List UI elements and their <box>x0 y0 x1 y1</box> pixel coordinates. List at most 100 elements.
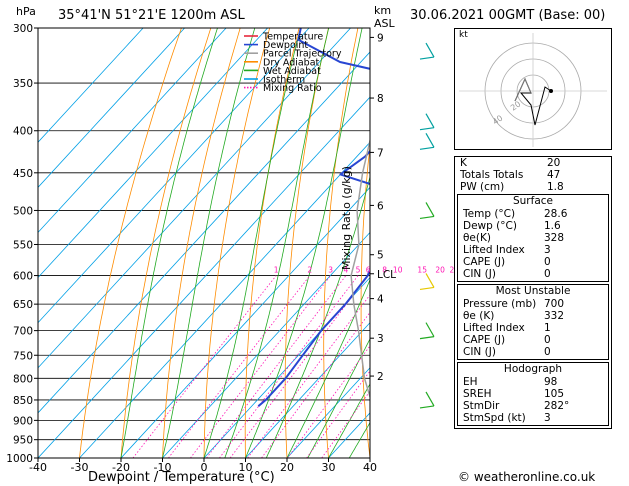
dry-adiabat-line <box>397 28 417 458</box>
isotherm-line <box>38 51 370 414</box>
hpa-label: hPa <box>16 5 36 18</box>
legend-entry: Mixing Ratio <box>263 83 322 94</box>
wet-adiabat-line <box>307 338 370 458</box>
pressure-tick-label: 850 <box>13 395 33 407</box>
most-unstable-section: Most Unstable Pressure (mb) 700 θe (K) 332… <box>457 284 609 360</box>
dry-adiabat-line <box>623 28 629 458</box>
hodograph-panel: 20 40 kt <box>454 28 612 150</box>
wind-barb <box>425 273 435 288</box>
pressure-tick-label: 450 <box>13 168 33 180</box>
wet-adiabat-line <box>162 28 256 458</box>
mixing-ratio-label: 10 <box>393 266 403 275</box>
pressure-tick-label: 600 <box>13 271 33 283</box>
pressure-tick-label: 950 <box>13 435 33 447</box>
isotherm-line <box>38 28 268 279</box>
height-tick-label: LCL <box>377 269 396 281</box>
dry-adiabat-line <box>360 142 370 458</box>
isotherm-line <box>79 141 370 458</box>
mixing-ratio-label: 2 <box>307 266 312 275</box>
hodograph-table-title: Hodograph <box>503 363 563 375</box>
mixing-ratio-line <box>287 345 370 458</box>
legend-entry: Dry Adiabat <box>263 57 320 68</box>
height-tick-label: 3 <box>377 333 384 345</box>
mixing-ratio-line <box>321 390 370 458</box>
wet-adiabat-line <box>120 28 218 458</box>
wet-adiabat-line <box>203 28 301 458</box>
isotherm-line <box>38 28 227 234</box>
temperature-tick-label: 30 <box>322 461 336 474</box>
hodograph-ring-40: 40 <box>491 113 505 126</box>
mixing-ratio-line <box>206 275 347 458</box>
isotherm-line <box>38 96 370 458</box>
isotherm-line <box>203 276 370 458</box>
legend-entry: Isotherm <box>263 75 305 86</box>
mixing-ratio-label: 1 <box>274 266 279 275</box>
isotherm-line <box>120 186 370 458</box>
wind-barb <box>425 113 435 129</box>
isotherm-line <box>245 322 370 458</box>
indices-table: K 20 Totals Totals 47 PW (cm) 1.8 Surface T… <box>454 156 612 429</box>
index-row-tt: Totals Totals 47 <box>460 169 561 181</box>
mixing-ratio-line <box>168 275 311 458</box>
legend-entry: Parcel Trajectory <box>263 49 342 60</box>
pressure-tick-label: 650 <box>13 299 33 311</box>
wind-barb <box>425 322 435 337</box>
credit-text: © weatheronline.co.uk <box>458 470 596 484</box>
pressure-tick-label: 500 <box>13 205 33 217</box>
height-tick-label: 5 <box>377 250 384 262</box>
series-dewpoint <box>257 28 370 407</box>
pressure-tick-label: 750 <box>13 350 33 362</box>
dry-adiabat-line <box>203 28 271 458</box>
height-tick-label: 9 <box>377 32 384 44</box>
wet-adiabat-line <box>286 278 370 458</box>
dry-adiabat-line <box>79 28 182 458</box>
hodograph-unit: kt <box>459 30 468 40</box>
wind-barb-flag <box>419 146 435 150</box>
pressure-tick-label: 300 <box>13 23 33 35</box>
mixing-ratio-label: 3 <box>328 266 333 275</box>
series-parcel-trajectory <box>350 137 370 400</box>
pressure-tick-label: 800 <box>13 373 33 385</box>
dry-adiabat-line <box>162 28 241 458</box>
isotherm-line <box>38 28 310 324</box>
wind-barb <box>425 133 435 148</box>
mixing-ratio-label: 15 <box>417 266 427 275</box>
height-tick-label: 6 <box>377 200 384 212</box>
isotherm-line <box>38 28 144 143</box>
hodograph-section: Hodograph EH 98 SREH 105 StmDir 282° StmSpd… <box>457 362 609 426</box>
temperature-tick-label: 0 <box>201 461 208 474</box>
y2-axis-label: Mixing Ratio (g/kg) <box>340 166 353 270</box>
legend-entry: Wet Adiabat <box>263 66 321 77</box>
pressure-tick-label: 350 <box>13 78 33 90</box>
dry-adiabat-line <box>284 28 329 458</box>
temperature-tick-label: 20 <box>280 461 294 474</box>
temperature-tick-label: -20 <box>112 461 130 474</box>
location-title: 35°41'N 51°21'E 1200m ASL <box>58 8 245 23</box>
index-row-pw: PW (cm) 1.8 <box>460 181 564 193</box>
datetime-title: 30.06.2021 00GMT (Base: 00) <box>410 8 606 23</box>
isotherm-line <box>286 367 370 458</box>
wet-adiabat-line <box>328 383 370 458</box>
height-tick-label: 8 <box>377 93 384 105</box>
hodograph-plot: 20 40 <box>459 33 607 147</box>
wind-barb <box>425 42 435 58</box>
isotherm-line <box>38 28 185 188</box>
legend-entry: Temperature <box>262 32 323 43</box>
mixing-ratio-line <box>247 294 370 458</box>
height-tick-label: 7 <box>377 147 384 159</box>
mixing-ratio-label: 5 <box>356 266 361 275</box>
pressure-tick-label: 400 <box>13 126 33 138</box>
pressure-tick-label: 900 <box>13 415 33 427</box>
wet-adiabat-line <box>224 28 330 458</box>
wind-barb-flag <box>419 127 435 131</box>
pressure-tick-label: 550 <box>13 239 33 251</box>
mixing-ratio-label: 6 <box>366 266 371 275</box>
wind-barb <box>425 202 435 217</box>
km-label: km <box>374 4 392 17</box>
legend-entry: Dewpoint <box>263 40 308 51</box>
mixing-ratio-label: 20 <box>435 266 445 275</box>
surface-title: Surface <box>512 195 553 207</box>
wind-barb-flag <box>419 286 435 291</box>
dry-adiabat-line <box>244 28 300 458</box>
